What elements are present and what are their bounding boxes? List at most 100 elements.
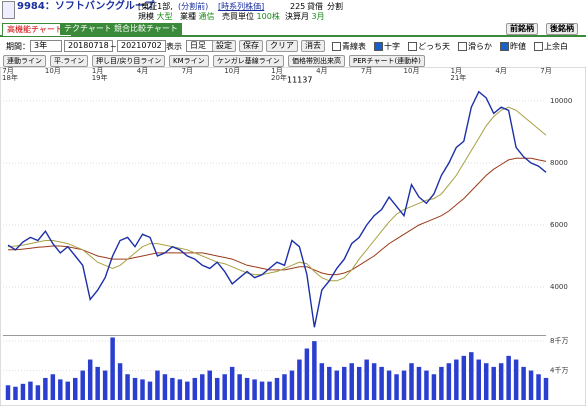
x-tick-label: 1月	[271, 67, 282, 75]
button[interactable]: クリア	[266, 40, 298, 52]
volume-bar	[140, 379, 145, 400]
volume-bar	[513, 359, 519, 400]
volume-bar	[289, 370, 295, 400]
button[interactable]: 設定	[212, 40, 236, 52]
view-label: 表示	[166, 42, 182, 51]
volume-bar	[521, 366, 526, 400]
y-tick-label: 4千万	[550, 366, 568, 375]
tool-button[interactable]: 連動ライン	[3, 55, 46, 67]
volume-bar	[43, 377, 48, 400]
checkbox[interactable]	[332, 42, 341, 51]
volume-bar	[304, 348, 310, 400]
tool-button[interactable]: ケンガレ基線ライン	[213, 55, 284, 67]
x-tick-label: 1月	[451, 67, 462, 75]
tag: 貸借	[307, 2, 323, 11]
x-tick-label: 7月	[2, 67, 13, 75]
checkbox[interactable]	[408, 42, 417, 51]
volume-bar	[50, 374, 56, 400]
annotation: 11137	[287, 76, 312, 85]
x-tick-label: 7月	[182, 67, 193, 75]
tab[interactable]: テクチャート	[60, 23, 116, 35]
tag: 分割	[327, 2, 343, 11]
tool-button[interactable]: 価格帯別出来高	[288, 55, 345, 67]
x-tick-label: 10月	[224, 67, 240, 75]
y-tick-label: 4000	[550, 283, 568, 291]
tab-rule	[0, 35, 586, 37]
volume-bar	[125, 374, 130, 400]
info: 規模 大型	[138, 11, 173, 22]
volume-bar	[334, 370, 340, 400]
checkbox[interactable]	[534, 42, 543, 51]
volume-bar	[65, 381, 71, 400]
volume-bar	[454, 359, 459, 400]
checkbox[interactable]	[500, 42, 509, 51]
volume-bar	[439, 366, 444, 400]
checkbox-label: 青線表	[342, 42, 366, 51]
volume-bar	[13, 386, 18, 400]
volume-bar	[312, 341, 317, 400]
volume-bar	[207, 370, 212, 400]
info-value: 通信	[198, 12, 215, 21]
volume-bar	[446, 363, 452, 400]
tool-button[interactable]: 平.ライン	[50, 55, 89, 67]
back-icon[interactable]	[2, 1, 15, 19]
volume-bar	[394, 374, 399, 400]
volume-bar	[319, 363, 325, 400]
nav-button[interactable]: 後銘柄	[546, 23, 578, 35]
date-from[interactable]: 20180718	[64, 40, 113, 52]
volume-bar	[147, 381, 153, 400]
volume-bar	[491, 366, 496, 400]
history-link[interactable]: [時系列株価]	[218, 2, 265, 11]
volume-bar	[252, 379, 257, 400]
checkbox[interactable]	[458, 42, 467, 51]
checkbox-label: 十字	[384, 42, 400, 51]
volume-bar	[431, 374, 437, 400]
button[interactable]: 保存	[239, 40, 263, 52]
info-value: 3月	[311, 12, 325, 21]
volume-bar	[386, 370, 392, 400]
volume-bar	[349, 363, 354, 400]
y-tick-label: 6000	[550, 221, 568, 229]
volume-bar	[409, 363, 414, 400]
x-year-label: 21年	[450, 73, 466, 82]
nav-button[interactable]: 前銘柄	[506, 23, 538, 35]
x-tick-label: 1月	[92, 67, 103, 75]
stock-title: 9984：ソフトバンクグループ	[17, 1, 155, 12]
volume-bar	[102, 370, 108, 400]
volume-bar	[536, 374, 541, 400]
button[interactable]: 消去	[301, 40, 325, 52]
volume-bar	[483, 363, 489, 400]
y-tick-label: 8千万	[550, 336, 568, 345]
tool-button[interactable]: 押し目/戻り目ライン	[92, 55, 166, 67]
x-tick-label: 10月	[45, 67, 61, 75]
price-line	[7, 90, 547, 328]
x-tick-label: 7月	[540, 67, 551, 75]
volume-bar	[476, 359, 481, 400]
tab[interactable]: 競合比較チャート	[110, 23, 182, 35]
volume-bar	[214, 377, 220, 400]
view-select[interactable]: 日足	[186, 40, 214, 52]
volume-bar	[297, 359, 302, 400]
checkbox[interactable]	[374, 42, 383, 51]
volume-bar	[162, 374, 168, 400]
info: 業種 通信	[180, 11, 215, 22]
date-to[interactable]: 20210702	[117, 40, 166, 52]
tool-button[interactable]: PERチャート(連動枠)	[349, 55, 425, 67]
tool-button[interactable]: KMライン	[169, 55, 209, 67]
x-tick-label: 4月	[137, 67, 148, 75]
checkbox-label: 滑らか	[468, 42, 492, 51]
period-select[interactable]: 3年	[30, 40, 62, 52]
info-label: 決算月	[285, 12, 309, 21]
info-label: 規模	[138, 12, 154, 21]
volume-bar	[259, 381, 265, 400]
volume-bar	[244, 377, 250, 400]
volume-bar	[498, 363, 504, 400]
volume-bar	[80, 370, 85, 400]
x-year-label: 18年	[2, 73, 18, 82]
volume-bar	[401, 370, 407, 400]
price-line	[7, 106, 547, 282]
volume-bar	[237, 374, 242, 400]
x-tick-label: 4月	[495, 67, 506, 75]
volume-bar	[110, 337, 115, 400]
